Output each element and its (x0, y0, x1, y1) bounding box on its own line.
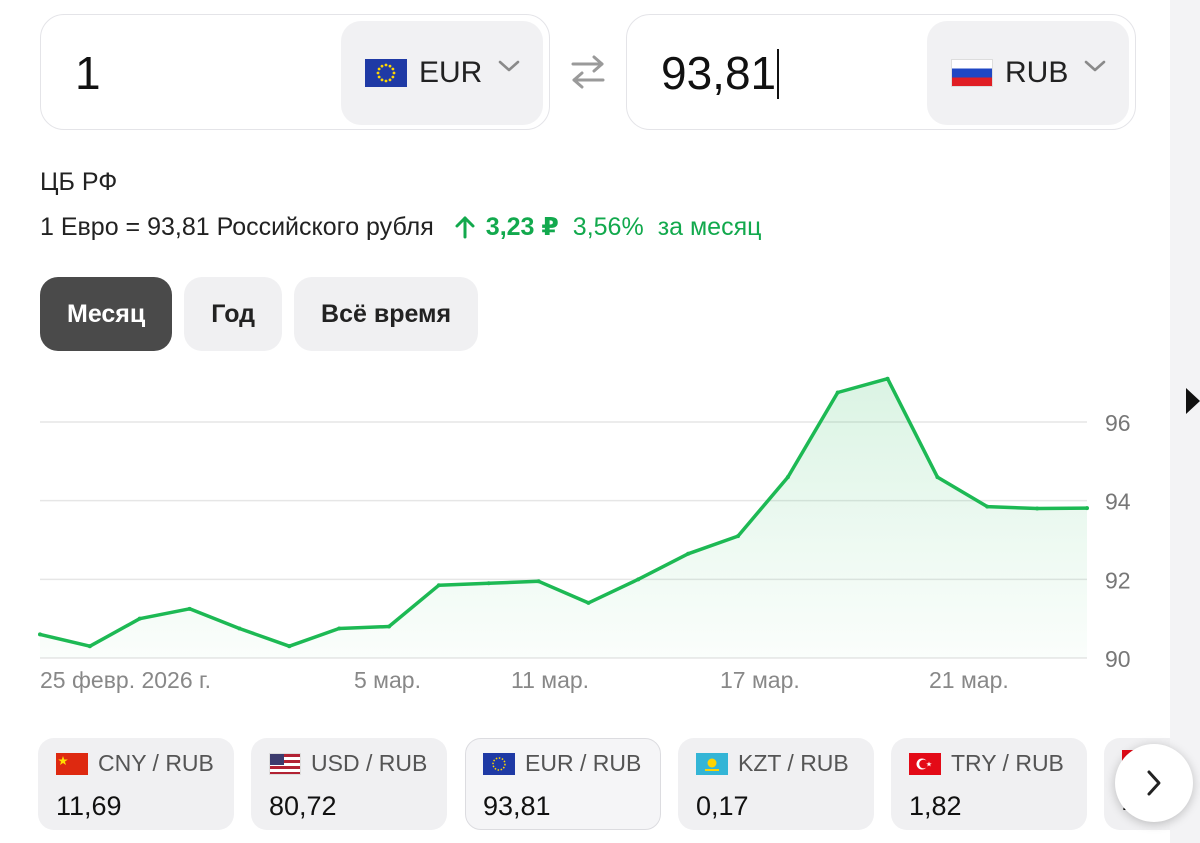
data-point (436, 583, 441, 588)
data-point (586, 600, 591, 605)
data-point (536, 579, 541, 584)
chart-area (40, 378, 1087, 658)
eu-flag-icon (365, 59, 407, 87)
data-point (885, 376, 890, 381)
data-point (486, 581, 491, 586)
x-tick-label: 11 мар. (511, 667, 589, 693)
rate-period: за месяц (657, 212, 762, 241)
from-converter-box: 1 EUR (40, 14, 550, 130)
series-line (38, 376, 1089, 648)
period-tabs: Месяц Год Всё время (40, 277, 490, 351)
data-point (187, 606, 192, 611)
pair-label: KZT / RUB (738, 750, 849, 776)
currency-converter-card: 1 EUR 9 (0, 0, 1170, 843)
from-currency-select[interactable]: EUR (341, 21, 543, 125)
next-pairs-button[interactable] (1115, 744, 1193, 822)
chevron-down-icon (1084, 60, 1106, 72)
cn-flag-icon (56, 752, 88, 775)
y-tick-label: 92 (1105, 567, 1131, 593)
arrow-up-icon (454, 215, 476, 239)
us-flag-icon (269, 752, 301, 775)
data-point (686, 551, 691, 556)
pair-kzt-rub[interactable]: KZT / RUB 0,17 (678, 738, 874, 830)
chevron-right-icon (1147, 770, 1161, 796)
data-point (38, 632, 42, 637)
tr-flag-icon (909, 752, 941, 775)
eu-flag-icon (483, 752, 515, 775)
to-currency-select[interactable]: RUB (927, 21, 1129, 125)
to-currency-code: RUB (1005, 56, 1069, 89)
data-point (137, 616, 142, 621)
pair-value: 80,72 (269, 791, 337, 821)
rate-percent: 3,56% (572, 212, 644, 241)
pair-value: 11,69 (56, 791, 122, 821)
ru-flag-icon (951, 59, 993, 87)
pair-label: USD / RUB (311, 750, 428, 776)
rate-chart[interactable]: 90 92 94 96 25 февр. 2026 г. 5 мар. 11 мар. 17… (0, 360, 1170, 700)
kz-flag-icon (696, 752, 728, 775)
data-point (237, 626, 242, 631)
chevron-down-icon (498, 60, 520, 72)
mouse-cursor-icon (1186, 388, 1200, 414)
y-tick-label: 96 (1105, 410, 1131, 436)
rate-change: 3,23 ₽ (485, 213, 559, 241)
data-point (835, 390, 840, 395)
rate-text: 1 Евро = 93,81 Российского рубля (40, 212, 434, 241)
data-point (287, 644, 292, 649)
pair-label: TRY / RUB (951, 750, 1064, 776)
data-point (337, 626, 342, 631)
x-tick-label: 17 мар. (720, 667, 800, 693)
data-point (87, 644, 92, 649)
currency-pairs-list: CNY / RUB 11,69 USD / RUB 80,72 EUR / RU… (38, 738, 1170, 830)
data-point (1035, 506, 1040, 511)
x-tick-label: 21 мар. (929, 667, 1009, 693)
y-tick-label: 90 (1105, 646, 1131, 672)
pair-value: 93,81 (483, 791, 551, 821)
data-point (387, 624, 391, 629)
data-point (785, 475, 790, 480)
data-point (985, 504, 990, 509)
y-tick-label: 94 (1105, 489, 1131, 515)
tab-all-time[interactable]: Всё время (294, 277, 479, 351)
pair-value: 0,17 (696, 791, 749, 821)
pair-label: CNY / RUB (98, 750, 214, 776)
pair-cny-rub[interactable]: CNY / RUB 11,69 (38, 738, 234, 830)
rate-summary: 1 Евро = 93,81 Российского рубля 3,23 ₽ … (40, 212, 761, 242)
to-converter-box: 93,81 RUB (626, 14, 1136, 130)
tab-month[interactable]: Месяц (40, 277, 173, 351)
x-tick-label: 25 февр. 2026 г. (40, 667, 211, 693)
pair-usd-rub[interactable]: USD / RUB 80,72 (251, 738, 447, 830)
tab-year[interactable]: Год (184, 277, 283, 351)
pair-try-rub[interactable]: TRY / RUB 1,82 (891, 738, 1087, 830)
from-amount-input[interactable]: 1 (75, 47, 101, 99)
from-currency-code: EUR (419, 56, 483, 89)
pair-value: 1,82 (909, 791, 962, 821)
data-point (1085, 506, 1089, 511)
pair-eur-rub[interactable]: EUR / RUB 93,81 (465, 738, 661, 830)
data-point (636, 577, 641, 582)
pair-label: EUR / RUB (525, 750, 642, 776)
to-amount-input[interactable]: 93,81 (661, 15, 780, 131)
text-caret (777, 48, 780, 99)
data-point (736, 534, 740, 539)
swap-icon[interactable] (569, 54, 607, 90)
rate-source: ЦБ РФ (40, 168, 118, 196)
x-tick-label: 5 мар. (354, 667, 421, 693)
data-point (935, 475, 940, 480)
